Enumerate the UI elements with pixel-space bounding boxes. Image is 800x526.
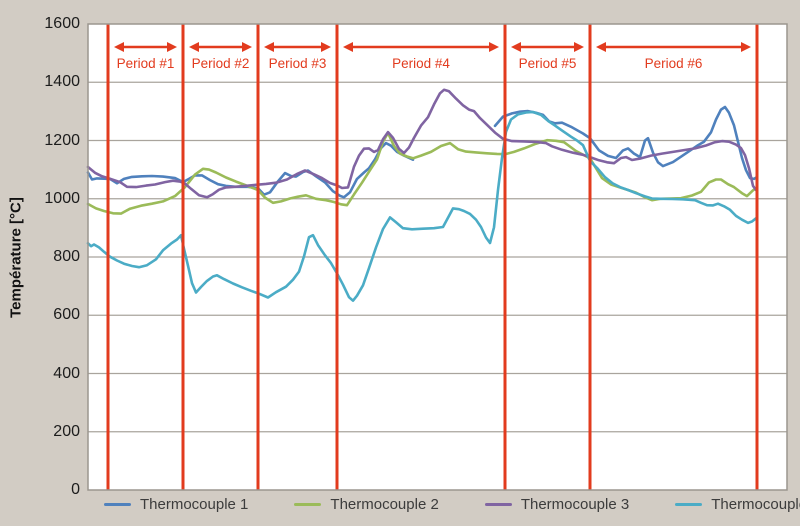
period-label: Period #6 [645,56,703,71]
arrowhead-right-icon [741,42,751,52]
legend-item-thermocouple-4: Thermocouple 4 [675,496,800,513]
arrowhead-right-icon [167,42,177,52]
line-swatch-thermocouple-3 [484,503,512,506]
arrowhead-left-icon [114,42,124,52]
legend-label: Thermocouple 4 [711,496,800,513]
y-tick-label: 400 [53,364,80,382]
legend-item-thermocouple-2: Thermocouple 2 [294,496,439,513]
y-tick-label: 1000 [44,189,80,207]
arrowhead-right-icon [321,42,331,52]
arrowhead-left-icon [189,42,199,52]
legend-item-thermocouple-3: Thermocouple 3 [484,496,630,513]
period-label: Period #3 [269,56,327,71]
y-tick-label: 1600 [44,15,80,32]
plot-border [87,23,788,491]
arrowhead-right-icon [574,42,584,52]
line-swatch-thermocouple-2 [294,503,322,506]
series-line-thermocouple-1 [86,141,415,199]
arrowhead-left-icon [264,42,274,52]
arrowhead-left-icon [511,42,521,52]
legend-label: Thermocouple 3 [520,496,630,513]
y-tick-label: 600 [53,306,80,324]
y-tick-label: 1400 [44,73,80,91]
series-line-thermocouple-4 [86,110,758,303]
y-axis-title: Température [°C] [7,197,25,318]
series-line-thermocouple-3 [86,88,758,199]
line-swatch-thermocouple-1 [104,503,131,506]
period-label: Period #5 [519,56,577,71]
legend-label: Thermocouple 2 [330,496,439,513]
arrowhead-left-icon [343,42,353,52]
line-swatch-thermocouple-4 [675,503,703,506]
period-label: Period #2 [192,56,250,71]
period-label: Period #4 [392,56,450,71]
y-tick-label: 200 [53,422,80,440]
chart-legend: Thermocouple 1 Thermocouple 2 Thermocoup… [104,496,800,513]
arrowhead-right-icon [489,42,499,52]
arrowhead-left-icon [596,42,606,52]
legend-item-thermocouple-1: Thermocouple 1 [104,496,248,513]
arrowhead-right-icon [242,42,252,52]
y-tick-label: 0 [71,481,80,498]
legend-label: Thermocouple 1 [140,496,249,513]
y-tick-label: 1200 [44,131,80,149]
y-tick-label: 800 [53,248,80,265]
period-label: Period #1 [117,56,175,71]
